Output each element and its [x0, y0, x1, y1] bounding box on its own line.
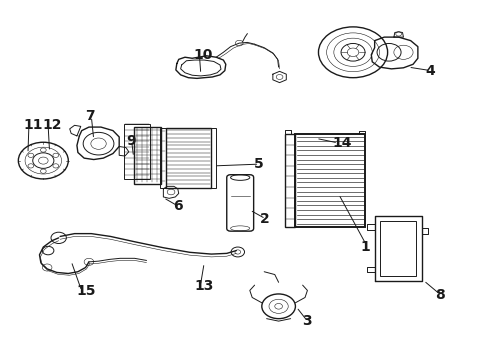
- Polygon shape: [176, 56, 226, 78]
- Polygon shape: [77, 127, 119, 159]
- Text: 1: 1: [360, 240, 370, 254]
- Bar: [166, 129, 211, 188]
- Text: 13: 13: [195, 279, 214, 293]
- Text: 9: 9: [126, 134, 136, 148]
- Polygon shape: [394, 32, 403, 37]
- Text: 14: 14: [332, 136, 352, 150]
- Polygon shape: [70, 125, 81, 136]
- Bar: [285, 134, 295, 226]
- Text: 7: 7: [86, 109, 95, 123]
- Text: 12: 12: [42, 118, 62, 132]
- Text: 11: 11: [23, 118, 43, 132]
- Text: 6: 6: [173, 199, 183, 213]
- Bar: [124, 123, 150, 179]
- Bar: [134, 127, 161, 184]
- Polygon shape: [368, 224, 375, 230]
- Polygon shape: [273, 71, 286, 83]
- Text: 8: 8: [435, 288, 444, 302]
- Text: 4: 4: [425, 64, 435, 78]
- Polygon shape: [119, 147, 129, 156]
- Bar: [160, 129, 166, 188]
- Text: 15: 15: [76, 284, 96, 298]
- Polygon shape: [422, 228, 428, 234]
- Text: 10: 10: [194, 48, 213, 62]
- Text: 5: 5: [254, 157, 264, 171]
- Bar: [295, 134, 365, 226]
- Polygon shape: [375, 216, 422, 280]
- Text: 2: 2: [259, 212, 269, 226]
- Polygon shape: [163, 186, 179, 198]
- Text: 3: 3: [302, 314, 311, 328]
- Bar: [211, 129, 216, 188]
- Polygon shape: [368, 267, 375, 273]
- Bar: [380, 221, 416, 276]
- Polygon shape: [371, 37, 418, 69]
